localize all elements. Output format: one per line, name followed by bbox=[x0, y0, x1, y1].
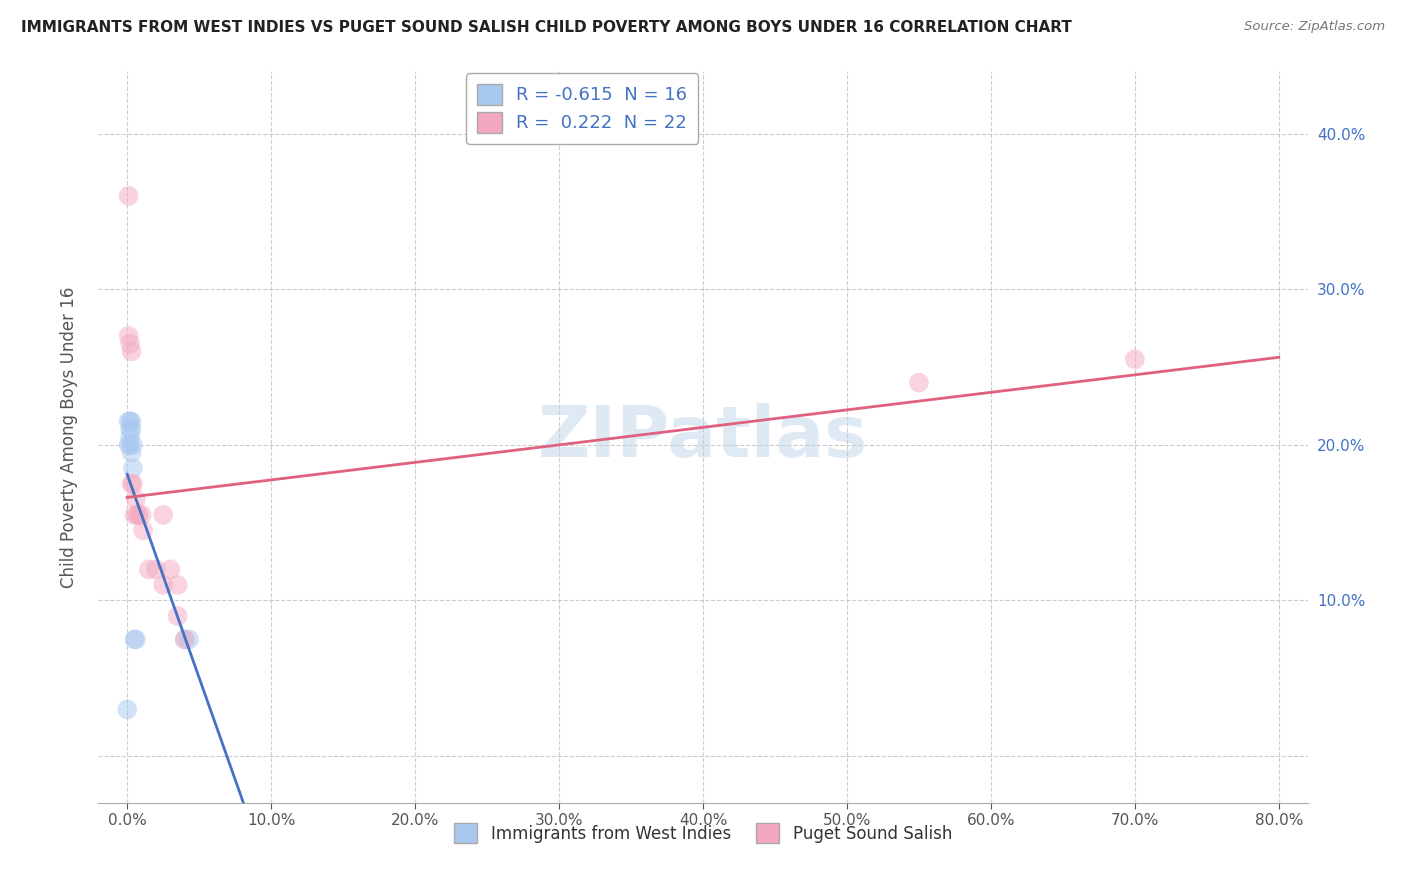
Point bbox=[128, 508, 150, 522]
Point bbox=[125, 632, 148, 647]
Point bbox=[138, 562, 160, 576]
Point bbox=[118, 438, 141, 452]
Point bbox=[152, 508, 174, 522]
Point bbox=[124, 508, 146, 522]
Point bbox=[120, 430, 142, 444]
Point bbox=[121, 415, 143, 429]
Point bbox=[118, 329, 141, 343]
Point bbox=[122, 438, 145, 452]
Point bbox=[127, 508, 149, 522]
Point bbox=[120, 415, 142, 429]
Point bbox=[122, 461, 145, 475]
Point bbox=[121, 344, 143, 359]
Point bbox=[159, 562, 181, 576]
Point bbox=[145, 562, 167, 576]
Point bbox=[1123, 352, 1146, 367]
Text: Source: ZipAtlas.com: Source: ZipAtlas.com bbox=[1244, 20, 1385, 33]
Point bbox=[179, 632, 201, 647]
Text: IMMIGRANTS FROM WEST INDIES VS PUGET SOUND SALISH CHILD POVERTY AMONG BOYS UNDER: IMMIGRANTS FROM WEST INDIES VS PUGET SOU… bbox=[21, 20, 1071, 35]
Point bbox=[166, 578, 188, 592]
Point bbox=[131, 508, 153, 522]
Text: ZIPatlas: ZIPatlas bbox=[538, 402, 868, 472]
Point bbox=[152, 578, 174, 592]
Point bbox=[118, 415, 141, 429]
Point bbox=[132, 524, 155, 538]
Point bbox=[120, 336, 142, 351]
Point bbox=[173, 632, 195, 647]
Point bbox=[166, 609, 188, 624]
Legend: Immigrants from West Indies, Puget Sound Salish: Immigrants from West Indies, Puget Sound… bbox=[447, 817, 959, 849]
Point bbox=[121, 476, 143, 491]
Point bbox=[121, 422, 143, 436]
Point bbox=[173, 632, 195, 647]
Point bbox=[124, 632, 146, 647]
Point bbox=[122, 476, 145, 491]
Y-axis label: Child Poverty Among Boys Under 16: Child Poverty Among Boys Under 16 bbox=[59, 286, 77, 588]
Point bbox=[118, 189, 141, 203]
Point bbox=[125, 492, 148, 507]
Point bbox=[120, 422, 142, 436]
Point bbox=[121, 445, 143, 459]
Point bbox=[115, 702, 138, 716]
Point bbox=[908, 376, 931, 390]
Point bbox=[120, 438, 142, 452]
